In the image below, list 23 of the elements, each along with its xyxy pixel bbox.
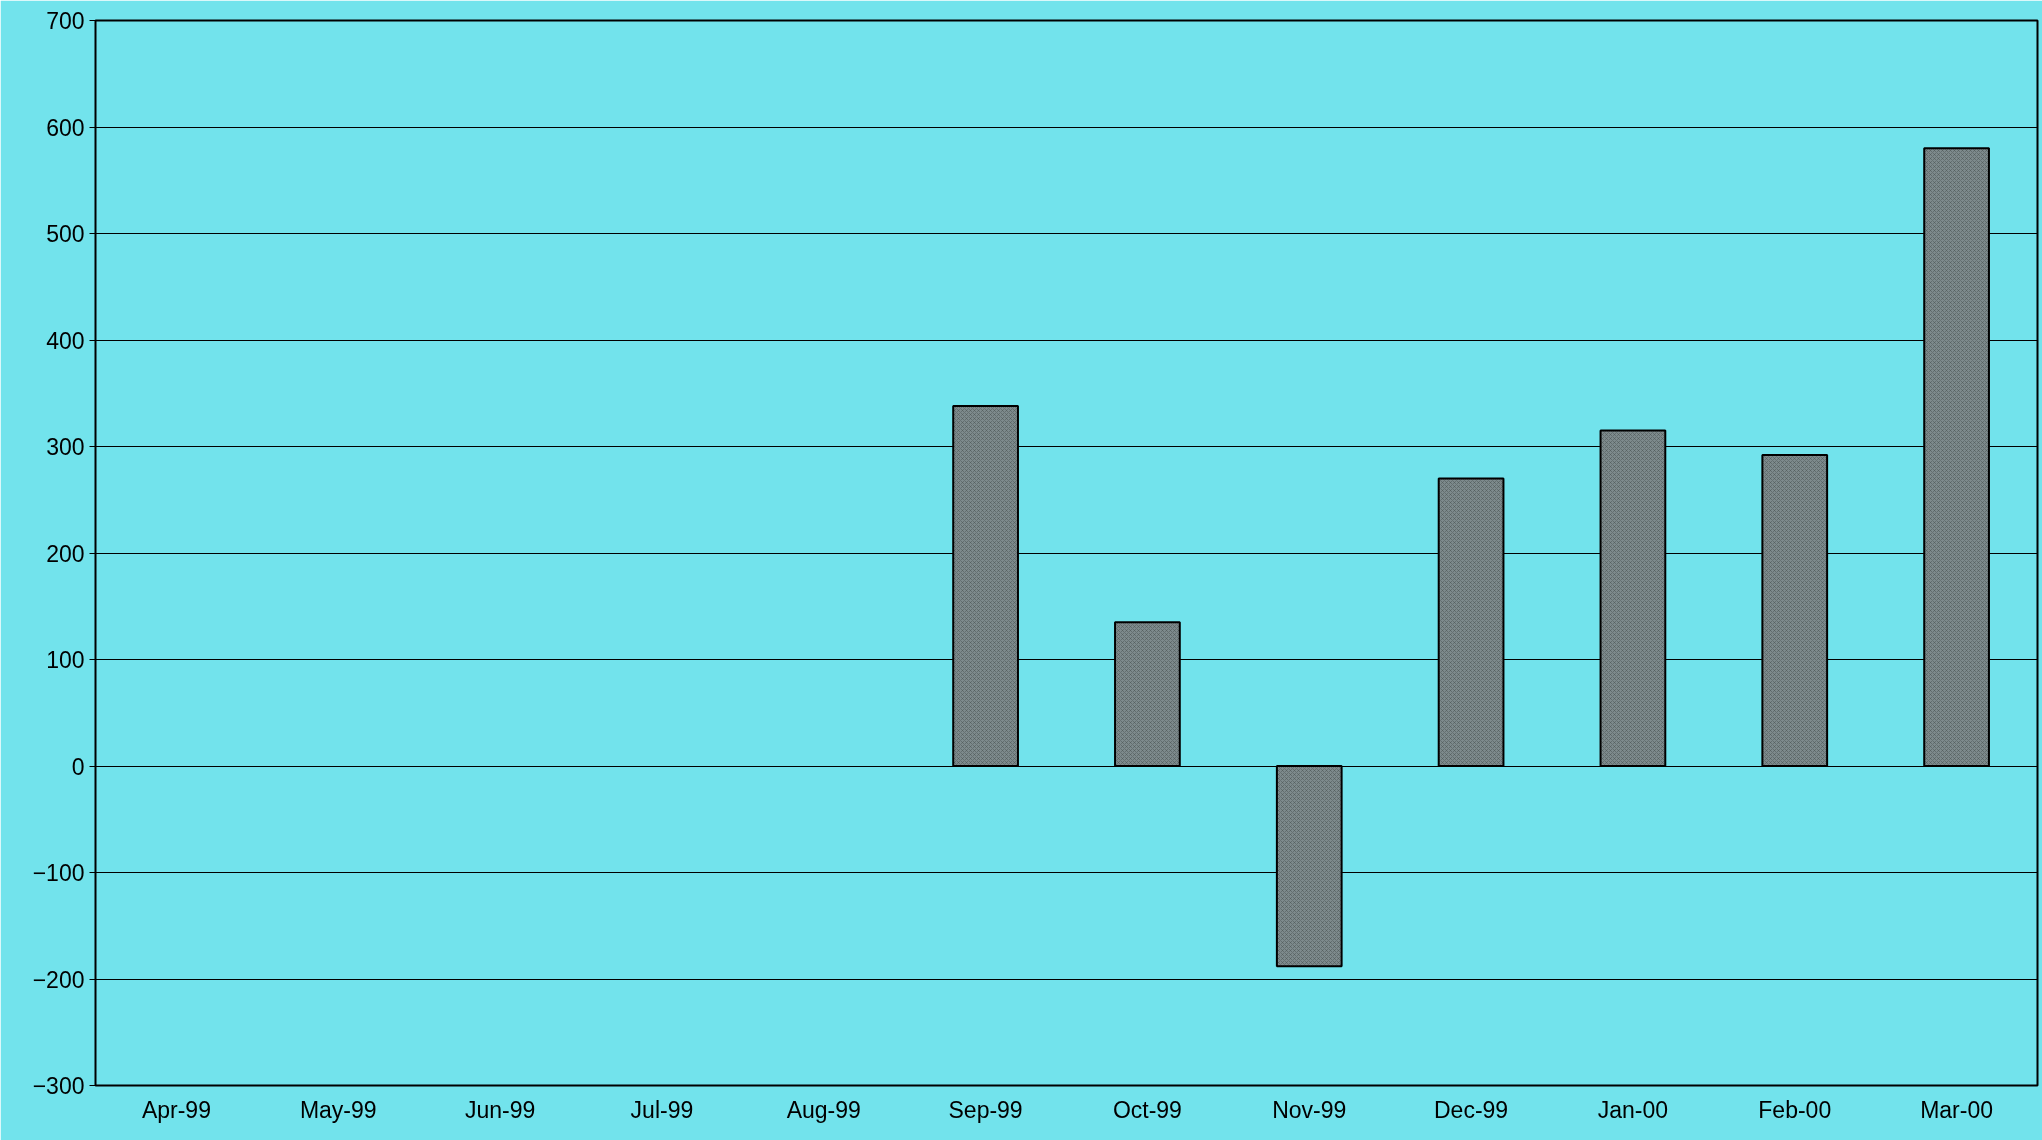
y-tick-label: 300 bbox=[46, 434, 85, 460]
x-tick-label: Nov-99 bbox=[1272, 1096, 1347, 1123]
x-tick-label: Jun-99 bbox=[464, 1096, 536, 1123]
y-tick-label: 200 bbox=[46, 540, 85, 567]
x-tick-label: Aug-99 bbox=[786, 1096, 861, 1123]
y-tick-label: −100 bbox=[32, 860, 85, 886]
y-tick-label: 700 bbox=[46, 8, 85, 34]
y-tick-label: 500 bbox=[46, 221, 85, 247]
x-tick-label: May-99 bbox=[299, 1096, 377, 1123]
x-tick-label: Sep-99 bbox=[948, 1096, 1023, 1123]
y-tick-label: −300 bbox=[32, 1073, 85, 1099]
y-tick-label: 400 bbox=[46, 327, 85, 354]
y-tick-label: 0 bbox=[71, 753, 85, 780]
x-tick-label: Oct-99 bbox=[1112, 1096, 1182, 1123]
x-tick-label: Apr-99 bbox=[141, 1096, 211, 1123]
x-tick-label: Feb-00 bbox=[1758, 1096, 1832, 1123]
y-tick-label: 600 bbox=[46, 114, 85, 141]
x-tick-label: Dec-99 bbox=[1434, 1096, 1509, 1123]
x-tick-label: Jul-99 bbox=[630, 1096, 694, 1123]
y-tick-label: −200 bbox=[32, 966, 85, 993]
y-tick-label: 100 bbox=[46, 647, 85, 673]
x-tick-label: Jan-00 bbox=[1597, 1096, 1669, 1123]
x-tick-label: Mar-00 bbox=[1920, 1096, 1994, 1123]
